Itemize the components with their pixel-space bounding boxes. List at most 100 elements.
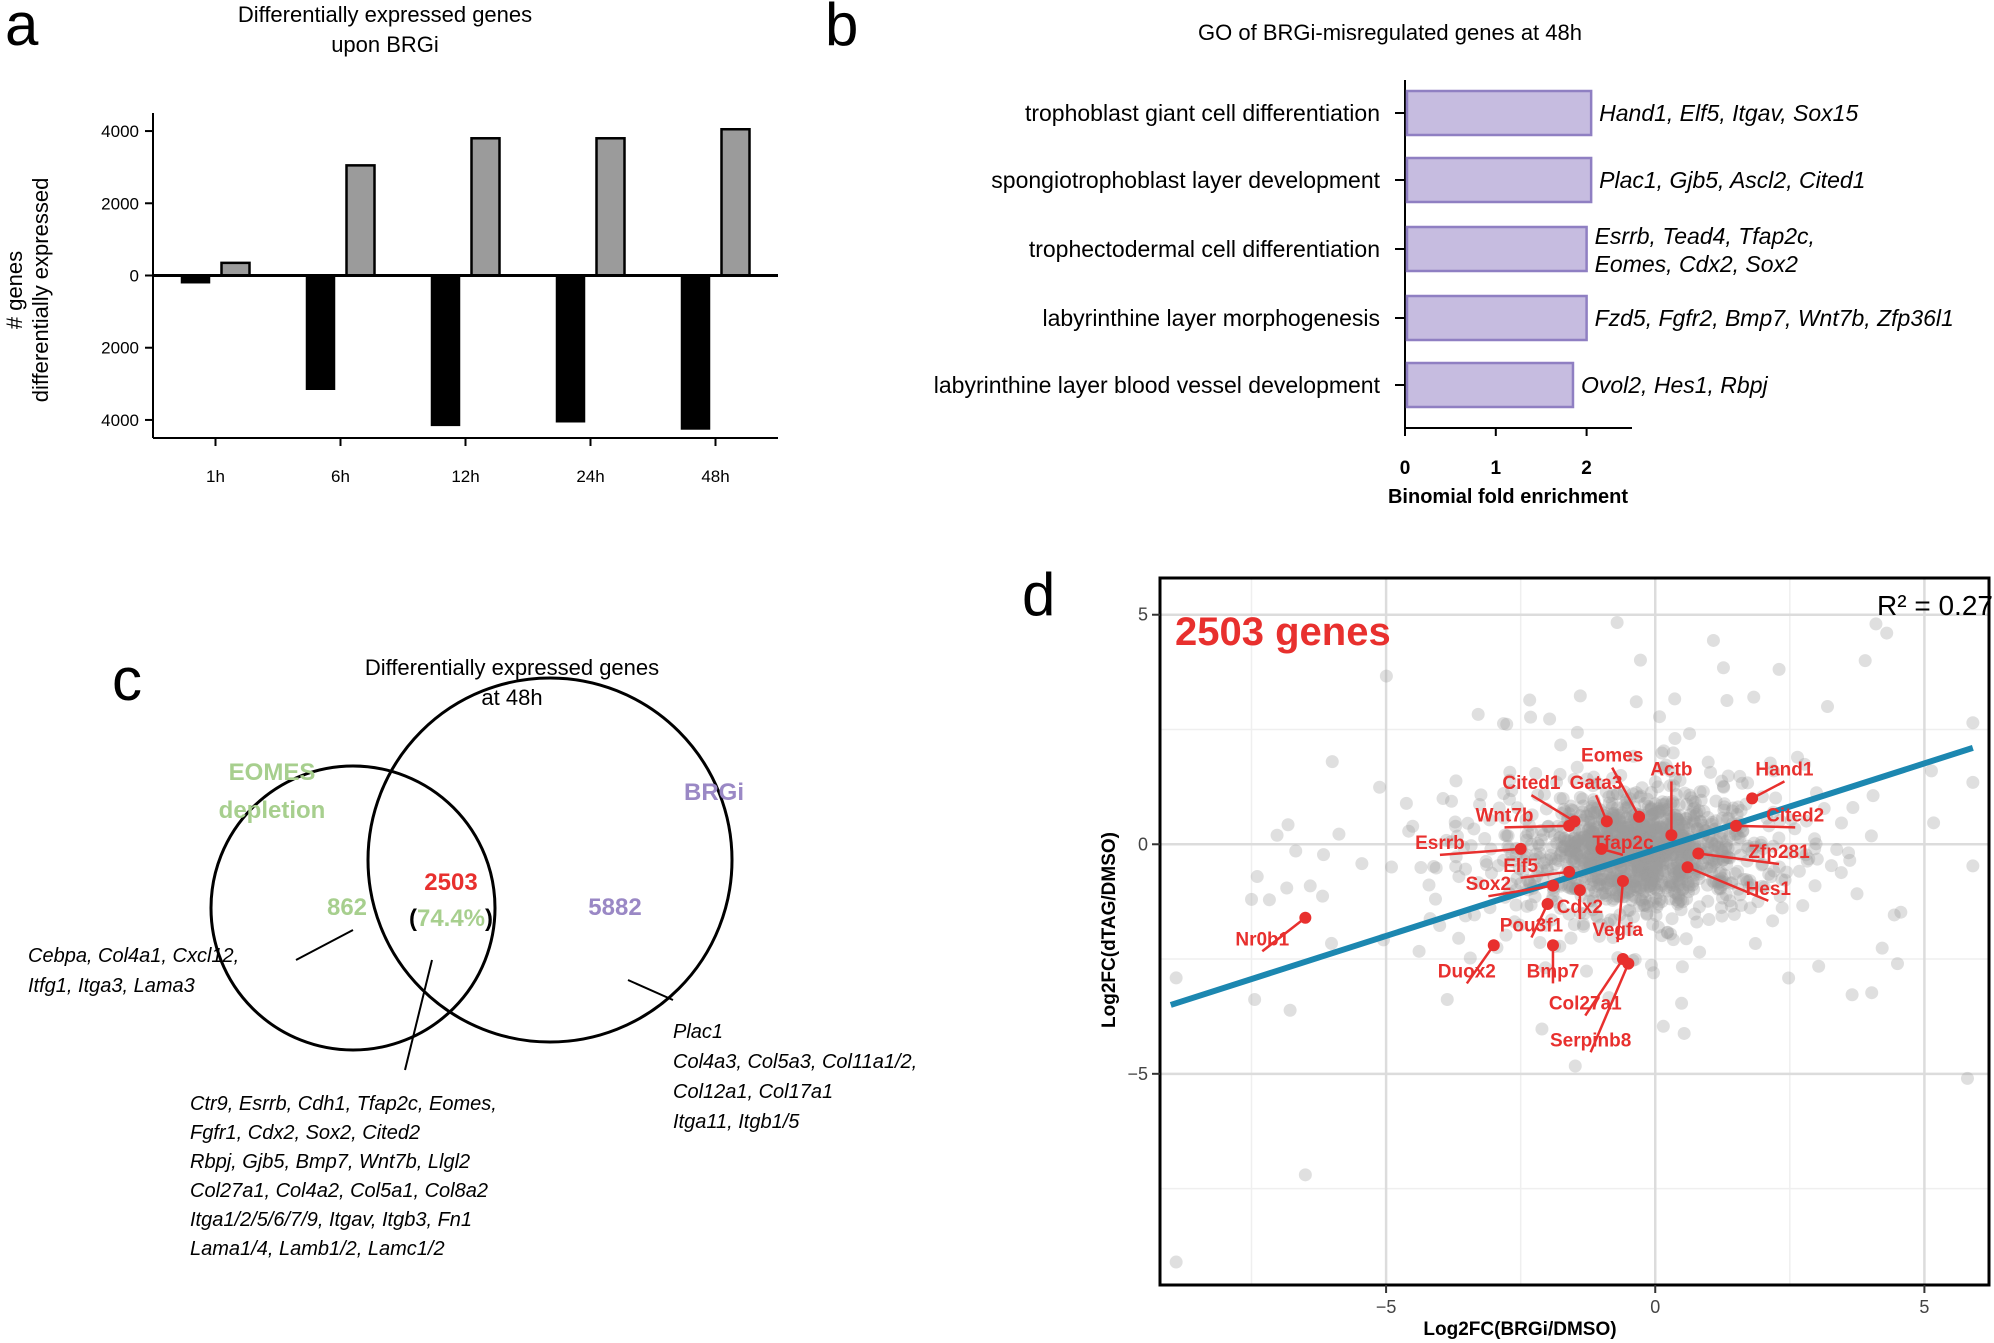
scatter-point — [1646, 896, 1660, 910]
highlight-point — [1541, 897, 1554, 910]
scatter-point — [1705, 835, 1719, 849]
gene-list-right: Col12a1, Col17a1 — [673, 1081, 833, 1103]
scatter-point — [1616, 820, 1630, 834]
scatter-point — [1611, 787, 1625, 801]
scatter-point — [1561, 880, 1575, 894]
scatter-point — [1696, 818, 1710, 832]
scatter-point — [1642, 803, 1656, 817]
scatter-point — [1620, 793, 1634, 807]
scatter-point — [1927, 816, 1941, 830]
scatter-point — [1586, 825, 1600, 839]
scatter-point — [1645, 817, 1659, 831]
scatter-point — [1332, 827, 1346, 841]
scatter-point — [1741, 842, 1755, 856]
scatter-point — [1532, 839, 1546, 853]
scatter-point — [1355, 857, 1369, 871]
scatter-point — [1270, 828, 1284, 842]
scatter-point — [1584, 807, 1598, 821]
scatter-point — [1625, 837, 1639, 851]
scatter-point — [1505, 854, 1519, 868]
bar-up — [470, 137, 501, 277]
scatter-point — [1464, 839, 1478, 853]
scatter-point — [1585, 855, 1599, 869]
scatter-point — [1644, 785, 1658, 799]
scatter-point — [1651, 853, 1665, 867]
scatter-point — [1686, 874, 1700, 888]
scatter-point — [1557, 831, 1571, 845]
scatter-point — [1650, 900, 1664, 914]
scatter-point — [1666, 746, 1680, 760]
scatter-point — [1589, 870, 1603, 884]
scatter-point — [1638, 884, 1652, 898]
scatter-point — [1679, 812, 1693, 826]
scatter-point — [1612, 808, 1626, 822]
scatter-point — [1637, 820, 1651, 834]
scatter-point — [1637, 836, 1651, 850]
scatter-point — [1641, 899, 1655, 913]
bar-down — [680, 274, 711, 430]
scatter-point — [1669, 886, 1683, 900]
scatter-point — [1606, 931, 1620, 945]
scatter-point — [1655, 874, 1669, 888]
scatter-point — [1670, 812, 1684, 826]
scatter-point — [1745, 844, 1759, 858]
x-tick-label: 5 — [1919, 1297, 1929, 1317]
scatter-point — [1549, 852, 1563, 866]
scatter-point — [1808, 832, 1822, 846]
scatter-point — [1627, 826, 1641, 840]
scatter-point — [1601, 876, 1615, 890]
scatter-point — [1586, 825, 1600, 839]
scatter-point — [1671, 897, 1685, 911]
scatter-point — [1663, 880, 1677, 894]
scatter-point — [1474, 788, 1488, 802]
highlight-point — [1546, 939, 1559, 952]
scatter-point — [1550, 775, 1564, 789]
scatter-point — [1688, 796, 1702, 810]
scatter-point — [1502, 792, 1516, 806]
scatter-point — [1635, 894, 1649, 908]
scatter-point — [1645, 808, 1659, 822]
scatter-point — [1479, 854, 1493, 868]
scatter-point — [1577, 845, 1591, 859]
overlap-percent-value: 74.4% — [417, 905, 485, 932]
enrichment-bar — [1405, 89, 1593, 137]
scatter-point — [1480, 858, 1494, 872]
scatter-point — [1719, 888, 1733, 902]
scatter-point — [1613, 818, 1627, 832]
scatter-point — [1788, 822, 1802, 836]
venn-count-brgi-only: 5882 — [588, 894, 641, 921]
scatter-point — [1636, 831, 1650, 845]
venn-circle-eomes — [209, 764, 497, 1052]
scatter-point — [1629, 821, 1643, 835]
scatter-point — [1701, 755, 1715, 769]
scatter-point — [1584, 878, 1598, 892]
scatter-point — [1452, 870, 1466, 884]
scatter-point — [1658, 865, 1672, 879]
scatter-point — [1622, 818, 1636, 832]
scatter-point — [1564, 803, 1578, 817]
scatter-point — [1573, 831, 1587, 845]
scatter-point — [1630, 875, 1644, 889]
scatter-point — [1671, 888, 1685, 902]
scatter-point — [1670, 853, 1684, 867]
scatter-point — [1621, 833, 1635, 847]
scatter-point — [1652, 805, 1666, 819]
scatter-point — [1570, 760, 1584, 774]
panel-c-letter: c — [112, 646, 142, 713]
category-label: trophoblast giant cell differentiation — [1025, 100, 1380, 126]
scatter-point — [1651, 780, 1665, 794]
highlight-point — [1563, 865, 1576, 878]
scatter-point — [1782, 971, 1796, 985]
leader-left — [295, 929, 354, 961]
scatter-point — [1324, 936, 1338, 950]
scatter-point — [1631, 859, 1645, 873]
scatter-point — [1795, 846, 1809, 860]
scatter-point — [1616, 885, 1630, 899]
scatter-point — [1532, 851, 1546, 865]
scatter-point — [1649, 857, 1663, 871]
gene-label: Sox2 — [1466, 874, 1511, 895]
scatter-point — [1562, 843, 1576, 857]
highlight-point — [1665, 829, 1678, 842]
scatter-point — [1641, 869, 1655, 883]
scatter-point — [1614, 835, 1628, 849]
